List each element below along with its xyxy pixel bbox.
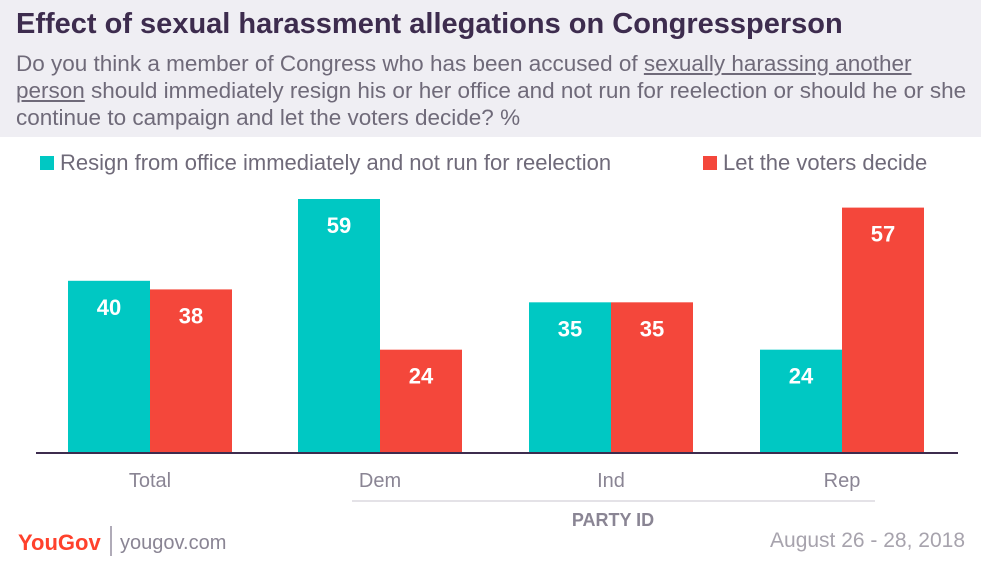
- data-label-total-voters: 38: [179, 303, 203, 328]
- category-label-total: Total: [129, 470, 171, 492]
- bar-total-resign: [68, 280, 150, 453]
- data-label-rep-voters: 57: [871, 222, 895, 247]
- subtitle-text-start: Do you think a member of Congress who ha…: [16, 51, 644, 76]
- legend-label-resign: Resign from office immediately and not r…: [60, 150, 612, 175]
- category-label-dem: Dem: [359, 470, 401, 492]
- legend-label-voters: Let the voters decide: [723, 150, 928, 175]
- data-label-ind-voters: 35: [640, 316, 664, 341]
- category-label-ind: Ind: [597, 470, 625, 492]
- footer-site: yougov.com: [120, 532, 227, 554]
- chart-header: Effect of sexual harassment allegations …: [0, 0, 981, 137]
- chart-title: Effect of sexual harassment allegations …: [16, 8, 843, 40]
- data-label-dem-resign: 59: [327, 213, 351, 238]
- yougov-logo: YouGov: [18, 530, 101, 555]
- bar-ind-voters: [611, 302, 693, 453]
- footer-date: August 26 - 28, 2018: [770, 529, 965, 552]
- subtitle-underlined-text: sexually harassing another person: [16, 51, 912, 103]
- bar-rep-voters: [842, 207, 924, 453]
- category-label-rep: Rep: [824, 470, 861, 492]
- legend-swatch-voters: [703, 156, 717, 170]
- legend-item-voters: Let the voters decide: [703, 150, 927, 176]
- data-label-rep-resign: 24: [789, 364, 814, 389]
- data-label-ind-resign: 35: [558, 316, 582, 341]
- bar-total-voters: [150, 289, 232, 453]
- footer-divider: [110, 526, 112, 556]
- bar-dem-resign: [298, 199, 380, 453]
- legend-swatch-resign: [40, 156, 54, 170]
- chart-subtitle: Do you think a member of Congress who ha…: [16, 50, 971, 131]
- data-label-dem-voters: 24: [409, 364, 434, 389]
- bar-rep-resign: [760, 349, 842, 453]
- legend-item-resign: Resign from office immediately and not r…: [40, 150, 611, 176]
- bar-ind-resign: [529, 302, 611, 453]
- chart-legend: Resign from office immediately and not r…: [0, 150, 981, 178]
- subtitle-text-end: should immediately resign his or her off…: [16, 78, 967, 130]
- party-id-label: PARTY ID: [572, 510, 654, 530]
- data-label-total-resign: 40: [97, 295, 121, 320]
- bar-dem-voters: [380, 349, 462, 453]
